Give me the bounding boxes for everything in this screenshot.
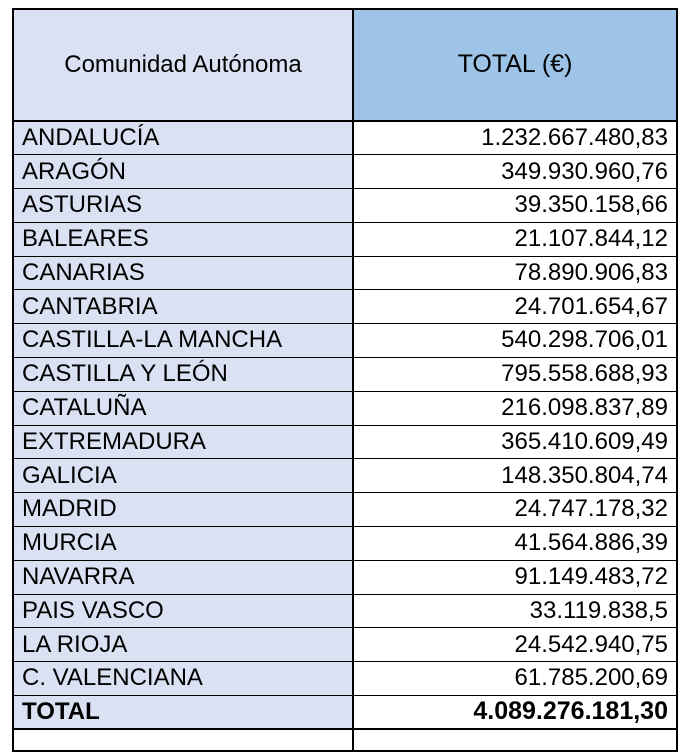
table-row: ANDALUCÍA 1.232.667.480,83 (12, 120, 678, 156)
total-value-cell: 4.089.276.181,30 (352, 695, 678, 731)
total-row: TOTAL 4.089.276.181,30 (12, 695, 678, 731)
table-row: C. VALENCIANA 61.785.200,69 (12, 661, 678, 697)
table-row: NAVARRA 91.149.483,72 (12, 559, 678, 595)
value-cell: 24.542.940,75 (352, 627, 678, 663)
partial-clipped-row (12, 728, 678, 752)
table-row: CATALUÑA 216.098.837,89 (12, 390, 678, 426)
region-cell: CASTILLA-LA MANCHA (12, 323, 354, 359)
region-cell: MURCIA (12, 526, 354, 561)
region-cell: CANTABRIA (12, 289, 354, 325)
table-body: ANDALUCÍA 1.232.667.480,83 ARAGÓN 349.93… (12, 120, 678, 752)
table-row: PAIS VASCO 33.119.838,5 (12, 593, 678, 629)
header-total-euros: TOTAL (€) (352, 8, 678, 122)
value-cell: 216.098.837,89 (352, 390, 678, 426)
table-row: MADRID 24.747.178,32 (12, 492, 678, 528)
table-row: GALICIA 148.350.804,74 (12, 458, 678, 494)
value-cell: 540.298.706,01 (352, 323, 678, 359)
table-row: LA RIOJA 24.542.940,75 (12, 627, 678, 663)
regional-totals-table: Comunidad Autónoma TOTAL (€) ANDALUCÍA 1… (12, 8, 678, 752)
value-cell: 148.350.804,74 (352, 458, 678, 494)
region-cell: CANARIAS (12, 255, 354, 291)
value-cell: 21.107.844,12 (352, 221, 678, 257)
region-cell: GALICIA (12, 458, 354, 494)
value-cell: 24.701.654,67 (352, 289, 678, 325)
table-row: CANTABRIA 24.701.654,67 (12, 289, 678, 325)
region-cell: PAIS VASCO (12, 593, 354, 629)
value-cell: 795.558.688,93 (352, 357, 678, 392)
partial-value-cell (352, 728, 678, 752)
value-cell: 91.149.483,72 (352, 559, 678, 595)
table-row: CANARIAS 78.890.906,83 (12, 255, 678, 291)
table-row: MURCIA 41.564.886,39 (12, 526, 678, 561)
region-cell: CATALUÑA (12, 390, 354, 426)
table-row: CASTILLA-LA MANCHA 540.298.706,01 (12, 323, 678, 359)
region-cell: ARAGÓN (12, 154, 354, 190)
table-row: CASTILLA Y LEÓN 795.558.688,93 (12, 357, 678, 392)
value-cell: 24.747.178,32 (352, 492, 678, 528)
value-cell: 39.350.158,66 (352, 188, 678, 223)
value-cell: 41.564.886,39 (352, 526, 678, 561)
value-cell: 365.410.609,49 (352, 424, 678, 460)
region-cell: NAVARRA (12, 559, 354, 595)
region-cell: BALEARES (12, 221, 354, 257)
partial-region-cell (12, 728, 354, 752)
header-row: Comunidad Autónoma TOTAL (€) (12, 8, 678, 122)
region-cell: ANDALUCÍA (12, 120, 354, 156)
region-cell: MADRID (12, 492, 354, 528)
value-cell: 349.930.960,76 (352, 154, 678, 190)
region-cell: ASTURIAS (12, 188, 354, 223)
value-cell: 1.232.667.480,83 (352, 120, 678, 156)
region-cell: EXTREMADURA (12, 424, 354, 460)
table-row: EXTREMADURA 365.410.609,49 (12, 424, 678, 460)
region-cell: CASTILLA Y LEÓN (12, 357, 354, 392)
total-label-cell: TOTAL (12, 695, 354, 731)
region-cell: C. VALENCIANA (12, 661, 354, 697)
region-cell: LA RIOJA (12, 627, 354, 663)
header-comunidad-autonoma: Comunidad Autónoma (12, 8, 354, 122)
value-cell: 78.890.906,83 (352, 255, 678, 291)
value-cell: 61.785.200,69 (352, 661, 678, 697)
regional-totals-table-wrap: Comunidad Autónoma TOTAL (€) ANDALUCÍA 1… (12, 8, 678, 752)
table-row: BALEARES 21.107.844,12 (12, 221, 678, 257)
table-row: ARAGÓN 349.930.960,76 (12, 154, 678, 190)
table-row: ASTURIAS 39.350.158,66 (12, 188, 678, 223)
value-cell: 33.119.838,5 (352, 593, 678, 629)
